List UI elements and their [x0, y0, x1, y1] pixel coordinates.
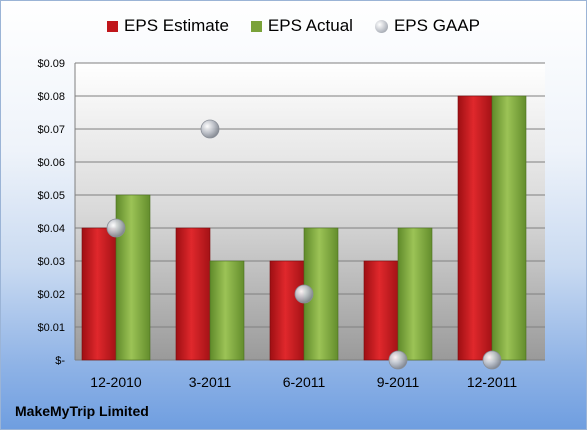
legend-label-actual: EPS Actual	[267, 16, 353, 35]
legend-item-gaap: EPS GAAP	[374, 16, 480, 36]
x-tick-label: 6-2011	[283, 374, 326, 390]
y-tick-label: $0.06	[37, 157, 65, 169]
legend-label-gaap: EPS GAAP	[393, 16, 480, 35]
y-tick-label: $0.07	[37, 124, 65, 136]
marker-eps-gaap	[482, 350, 502, 370]
y-tick-label: $0.03	[37, 256, 65, 268]
y-tick-label: $0.02	[37, 289, 65, 301]
company-name: MakeMyTrip Limited	[15, 403, 149, 419]
bar-eps-actual	[209, 260, 245, 361]
bar-eps-estimate	[457, 95, 493, 361]
x-tick-label: 12-2011	[467, 374, 518, 390]
bar-eps-estimate	[363, 260, 399, 361]
y-tick-label: $0.09	[37, 58, 65, 70]
y-tick-label: $0.04	[37, 223, 65, 235]
legend-swatch-actual	[250, 20, 262, 32]
legend-swatch-gaap	[374, 19, 388, 33]
y-tick-label: $-	[55, 355, 65, 367]
legend: EPS Estimate EPS Actual EPS GAAP	[1, 16, 586, 36]
marker-eps-gaap	[200, 119, 220, 139]
bar-eps-actual	[491, 95, 527, 361]
bar-eps-estimate	[175, 227, 211, 361]
y-tick-label: $0.01	[37, 322, 65, 334]
x-tick-label: 12-2010	[90, 374, 142, 390]
x-tick-label: 9-2011	[377, 374, 420, 390]
marker-eps-gaap	[388, 350, 408, 370]
bar-eps-estimate	[81, 227, 117, 361]
legend-item-estimate: EPS Estimate	[107, 16, 229, 36]
legend-swatch-estimate	[107, 20, 119, 32]
marker-eps-gaap	[294, 284, 314, 304]
legend-item-actual: EPS Actual	[250, 16, 353, 36]
legend-label-estimate: EPS Estimate	[124, 16, 229, 35]
y-tick-label: $0.05	[37, 190, 65, 202]
bar-eps-estimate	[269, 260, 305, 361]
y-tick-label: $0.08	[37, 91, 65, 103]
marker-eps-gaap	[106, 218, 126, 238]
bar-eps-actual	[397, 227, 433, 361]
bar-eps-actual	[115, 194, 151, 361]
x-tick-label: 3-2011	[189, 374, 232, 390]
